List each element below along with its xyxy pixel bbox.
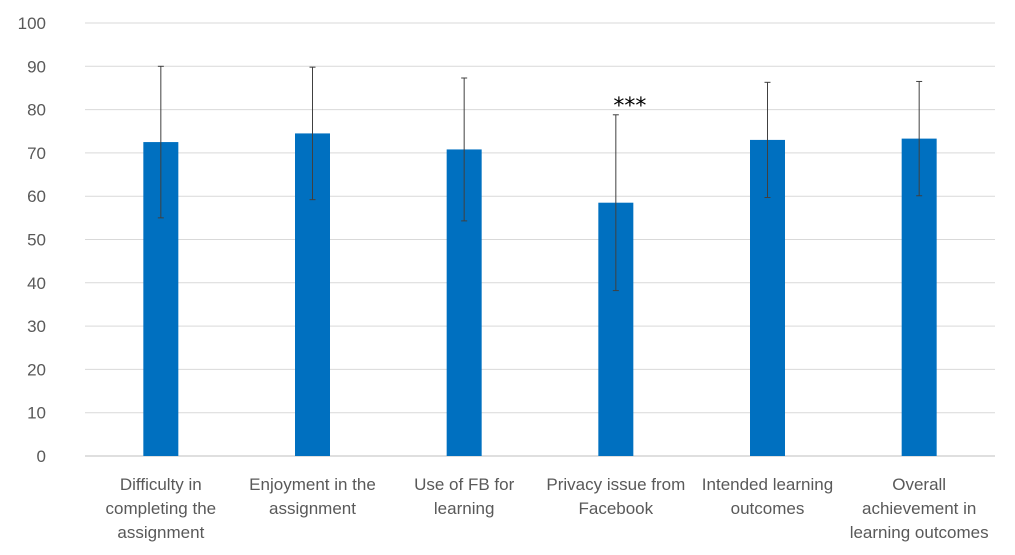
x-category-label: Privacy issue from Facebook [546, 475, 685, 518]
y-tick-label: 100 [18, 14, 46, 33]
x-category-label-line: completing the [106, 499, 217, 518]
y-tick-label: 0 [37, 447, 46, 466]
annotations: *** [613, 94, 646, 119]
y-tick-label: 30 [27, 317, 46, 336]
y-tick-label: 40 [27, 274, 46, 293]
x-category-label-line: Privacy issue from [546, 475, 685, 494]
y-tick-label: 80 [27, 101, 46, 120]
significance-annotation: *** [613, 94, 646, 119]
x-category-label-line: Intended learning [702, 475, 833, 494]
y-tick-label: 70 [27, 144, 46, 163]
x-category-label-line: achievement in [862, 499, 976, 518]
x-category-label-line: Difficulty in [120, 475, 202, 494]
y-tick-label: 60 [27, 187, 46, 206]
x-category-label: Use of FB for learning [414, 475, 514, 518]
gridlines [85, 22, 995, 457]
x-category-label-line: learning [434, 499, 495, 518]
x-category-label-line: Enjoyment in the [249, 475, 376, 494]
x-category-label-line: assignment [117, 523, 204, 542]
x-category-label: Enjoyment in the assignment [249, 475, 376, 518]
y-tick-label: 10 [27, 404, 46, 423]
x-category-label-line: Facebook [578, 499, 653, 518]
x-axis-category-labels: Difficulty in completing the assignmentEnj… [106, 475, 989, 542]
x-category-label-line: Overall [892, 475, 946, 494]
x-category-label: Difficulty in completing the assignment [106, 475, 217, 542]
x-category-label-line: outcomes [731, 499, 805, 518]
y-tick-label: 20 [27, 360, 46, 379]
x-category-label-line: learning outcomes [850, 523, 989, 542]
y-tick-label: 50 [27, 231, 46, 250]
x-category-label-line: Use of FB for [414, 475, 514, 494]
y-tick-label: 90 [27, 57, 46, 76]
x-category-label-line: assignment [269, 499, 356, 518]
x-category-label: Intended learning outcomes [702, 475, 833, 518]
x-category-label: Overall achievement in learning outcomes [850, 475, 989, 542]
error-bars [157, 65, 923, 292]
bars [143, 133, 937, 457]
y-axis-tick-labels: 0 10 20 30 40 50 60 70 80 90 100 [18, 14, 46, 466]
